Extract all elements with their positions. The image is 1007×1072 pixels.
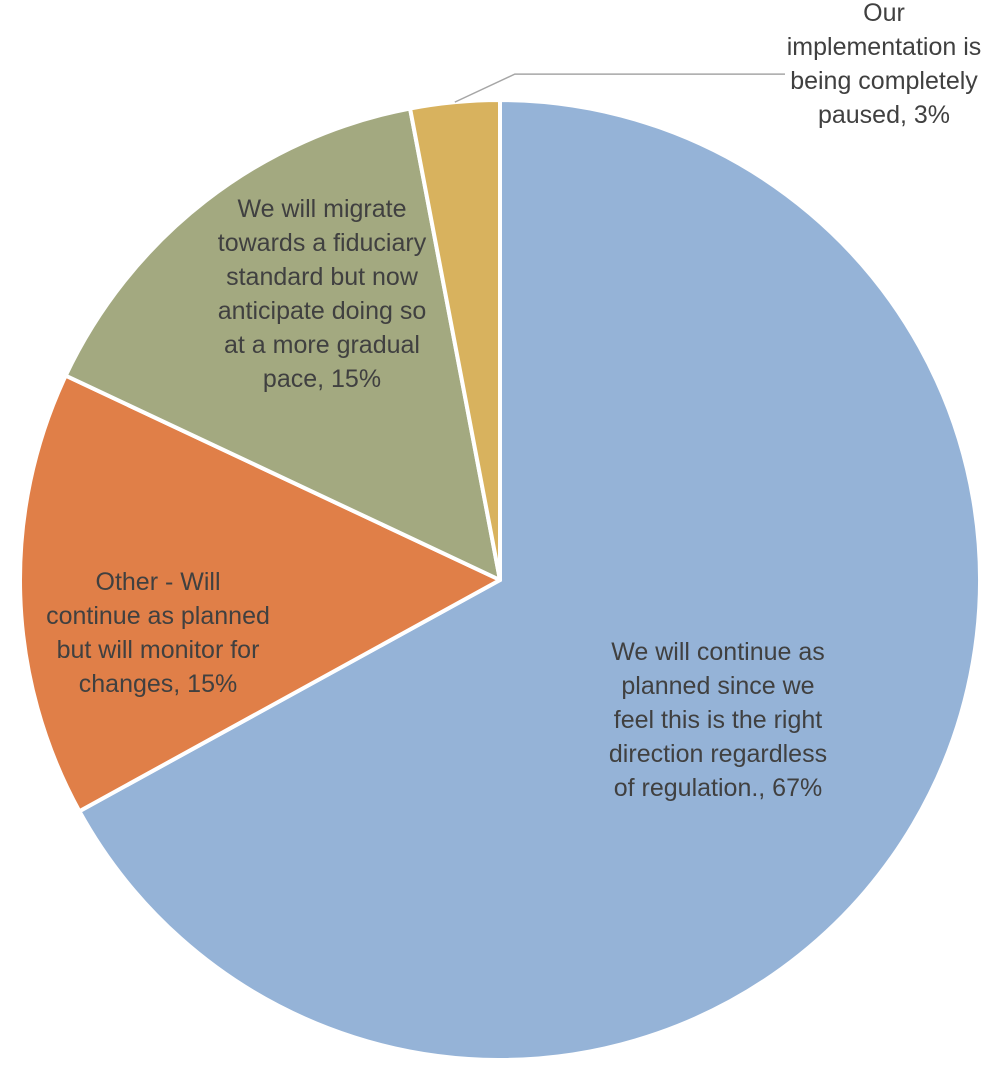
pie-slice-1 bbox=[77, 98, 982, 1062]
pie-slice-4 bbox=[408, 98, 502, 582]
data-label-line: standard but now bbox=[226, 263, 419, 291]
data-labels-layer: We will continue as planned since we feel … bbox=[46, 0, 981, 802]
data-label-1: We will continue as planned since we feel … bbox=[609, 638, 827, 802]
leader-lines-layer bbox=[454, 73, 785, 103]
data-label-line: being completely bbox=[790, 67, 978, 95]
data-label-line: pace, 15% bbox=[263, 365, 381, 393]
data-label-line: of regulation., 67% bbox=[614, 774, 822, 802]
data-label-line: but will monitor for bbox=[57, 636, 260, 664]
data-label-2: Other - Will continue as planned but will … bbox=[46, 568, 270, 698]
data-label-line: Other - Will bbox=[96, 568, 221, 596]
data-label-line: changes, 15% bbox=[79, 670, 237, 698]
data-label-line: We will continue as bbox=[611, 638, 825, 666]
slices-layer bbox=[18, 98, 982, 1062]
leader-line bbox=[454, 73, 785, 103]
data-label-4: Our implementation is being completely paus… bbox=[787, 0, 982, 129]
data-label-line: implementation is bbox=[787, 33, 982, 61]
data-label-line: direction regardless bbox=[609, 740, 827, 768]
data-label-line: anticipate doing so bbox=[218, 297, 426, 325]
data-label-line: towards a fiduciary bbox=[218, 229, 427, 257]
data-label-line: We will migrate bbox=[237, 195, 406, 223]
data-label-line: planned since we bbox=[621, 672, 814, 700]
pie-slice-3 bbox=[63, 106, 502, 582]
data-label-3: We will migrate towards a fiduciary standa… bbox=[218, 195, 427, 393]
data-label-line: Our bbox=[863, 0, 905, 27]
data-label-line: paused, 3% bbox=[818, 101, 950, 129]
data-label-line: continue as planned bbox=[46, 602, 270, 630]
data-label-line: at a more gradual bbox=[224, 331, 420, 359]
data-label-line: feel this is the right bbox=[614, 706, 822, 734]
pie-slice-2 bbox=[18, 373, 502, 814]
